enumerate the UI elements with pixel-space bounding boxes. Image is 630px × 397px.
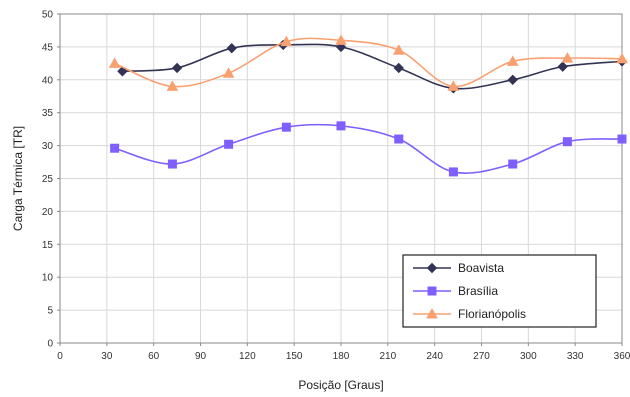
x-tick-label: 180	[333, 351, 350, 362]
data-point	[226, 43, 237, 54]
data-point	[336, 121, 346, 131]
y-tick-label: 40	[42, 75, 54, 86]
data-point	[110, 143, 120, 153]
y-tick-label: 15	[42, 240, 54, 251]
series-layer	[108, 34, 628, 177]
y-tick-label: 0	[47, 339, 53, 350]
y-tick-label: 20	[42, 207, 54, 218]
data-point	[166, 80, 179, 91]
y-tick-label: 35	[42, 108, 54, 119]
legend-entry: Boavista	[413, 261, 504, 275]
legend-swatch-marker	[426, 262, 438, 274]
data-point	[448, 167, 458, 177]
tick-labels: 0 5 10 15 20 25 30 35 40 45 50 0 30 60 90 120 150 180 210 2…	[42, 10, 630, 363]
x-tick-label: 270	[473, 351, 490, 362]
legend-label: Brasília	[458, 284, 498, 298]
x-tick-label: 330	[567, 351, 584, 362]
y-tick-label: 5	[47, 306, 53, 317]
legend-label: Florianópolis	[458, 307, 526, 321]
data-point	[561, 52, 574, 63]
data-point	[507, 74, 518, 86]
x-axis-title: Posição [Graus]	[298, 378, 383, 392]
data-point	[167, 159, 177, 169]
x-tick-label: 300	[520, 351, 537, 362]
series-line	[114, 123, 623, 174]
series-line	[114, 37, 623, 88]
x-tick-label: 210	[379, 351, 396, 362]
legend-label: Boavista	[458, 261, 504, 275]
y-tick-label: 10	[42, 273, 54, 284]
data-point	[562, 137, 572, 147]
data-point	[280, 35, 293, 47]
x-tick-label: 240	[426, 351, 443, 362]
data-point	[506, 55, 519, 66]
legend-entry: Florianópolis	[413, 307, 526, 321]
series-brasília	[110, 121, 627, 177]
x-tick-label: 150	[286, 351, 303, 362]
y-tick-label: 45	[42, 42, 54, 53]
y-axis-title: Carga Térmica [TR]	[11, 126, 25, 231]
data-point	[222, 67, 235, 78]
data-point	[447, 80, 460, 91]
series-line	[122, 43, 623, 90]
data-point	[616, 52, 628, 64]
x-tick-label: 360	[614, 351, 630, 362]
data-point	[392, 44, 405, 55]
data-point	[508, 159, 518, 169]
data-point	[171, 62, 183, 74]
data-point	[617, 134, 627, 144]
y-tick-label: 25	[42, 174, 54, 185]
series-florianópolis	[108, 34, 628, 91]
x-tick-label: 60	[148, 351, 160, 362]
data-point	[335, 34, 347, 45]
y-tick-label: 30	[42, 141, 54, 152]
legend-swatch-marker	[426, 307, 438, 319]
data-point	[557, 61, 568, 72]
legend: Boavista Brasília Florianópolis	[402, 254, 597, 328]
data-point	[394, 134, 404, 144]
x-tick-label: 0	[57, 351, 63, 362]
legend-entry: Brasília	[413, 284, 498, 298]
data-point	[108, 57, 121, 68]
y-tick-label: 50	[42, 10, 54, 21]
x-tick-label: 120	[239, 351, 256, 362]
x-tick-label: 90	[195, 351, 207, 362]
x-tick-label: 30	[101, 351, 113, 362]
legend-swatch-marker	[427, 286, 437, 296]
data-point	[224, 139, 234, 149]
data-point	[281, 122, 291, 132]
data-point	[393, 62, 404, 74]
